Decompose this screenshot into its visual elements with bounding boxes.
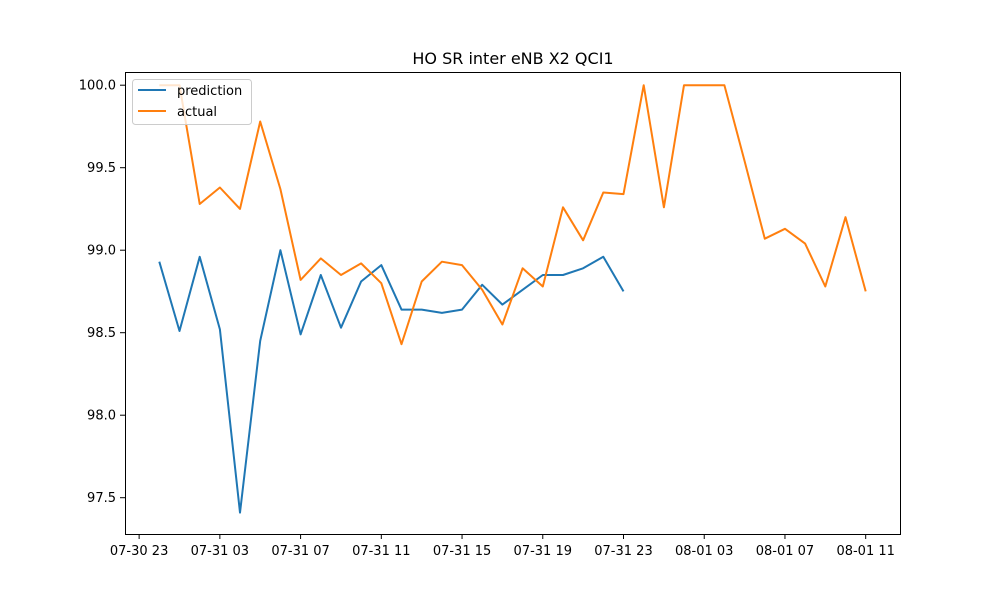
y-axis: 97.5 98.0 98.5 99.0 99.5 100.0 bbox=[79, 79, 125, 506]
series-line-actual bbox=[159, 84, 867, 346]
x-tick-label: 08-01 11 bbox=[836, 544, 894, 559]
x-tick-label: 07-31 23 bbox=[594, 544, 652, 559]
legend: prediction actual bbox=[132, 79, 252, 125]
x-tick-label: 07-30 23 bbox=[110, 544, 168, 559]
y-tick-label: 97.5 bbox=[87, 491, 116, 506]
x-tick-label: 08-01 03 bbox=[675, 544, 733, 559]
y-tick-label: 98.5 bbox=[87, 326, 116, 341]
y-tick-label: 98.0 bbox=[87, 409, 116, 424]
legend-label-prediction: prediction bbox=[177, 84, 242, 99]
y-tick-label: 99.0 bbox=[87, 244, 116, 259]
x-tick-label: 07-31 07 bbox=[271, 544, 329, 559]
x-tick-label: 07-31 19 bbox=[514, 544, 572, 559]
legend-label-actual: actual bbox=[177, 105, 217, 120]
y-tick-label: 99.5 bbox=[87, 161, 116, 176]
series-layer bbox=[158, 84, 867, 514]
y-tick-label: 100.0 bbox=[79, 79, 116, 94]
x-tick-label: 07-31 03 bbox=[191, 544, 249, 559]
plot-frame bbox=[125, 72, 901, 535]
x-tick-label: 07-31 11 bbox=[352, 544, 410, 559]
series-line-prediction bbox=[158, 249, 625, 514]
x-tick-label: 07-31 15 bbox=[433, 544, 491, 559]
x-axis: 07-30 23 07-31 03 07-31 07 07-31 11 07-31 15… bbox=[110, 534, 895, 559]
chart-title: HO SR inter eNB X2 QCI1 bbox=[412, 49, 613, 68]
x-tick-label: 08-01 07 bbox=[756, 544, 814, 559]
